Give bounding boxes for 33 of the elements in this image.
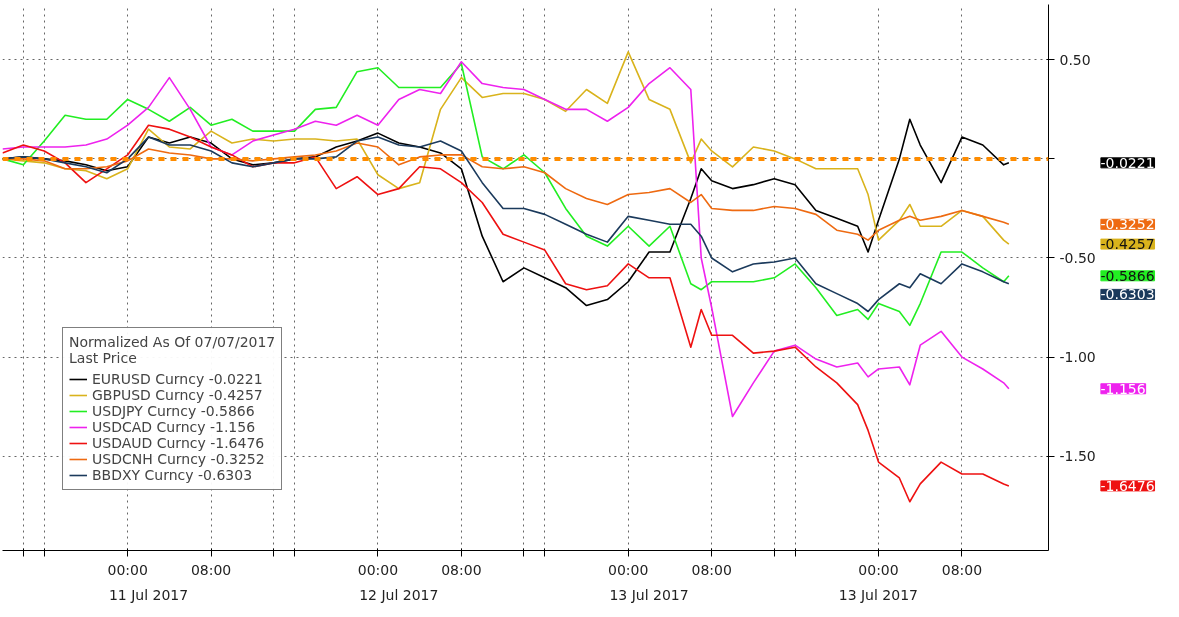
x2-tick-label: 12 Jul 2017 xyxy=(359,586,439,603)
y-tick-label: 0.50 xyxy=(1059,51,1091,68)
legend-label: USDJPY Curncy -0.5866 xyxy=(92,403,255,419)
x-tick-label: 08:00 xyxy=(441,561,482,578)
y-tick-label: -1.00 xyxy=(1059,349,1096,366)
text: -0.4257 xyxy=(1100,236,1155,253)
text: -1.6476 xyxy=(1100,477,1155,494)
legend-label: USDCAD Curncy -1.156 xyxy=(92,419,256,435)
x-tick-label: 08:00 xyxy=(691,561,732,578)
legend-label: GBPUSD Curncy -0.4257 xyxy=(92,387,263,403)
x-tick-label: 08:00 xyxy=(941,561,983,578)
x-tick-label: 08:00 xyxy=(190,561,232,578)
x-tick-label: 00:00 xyxy=(107,561,148,578)
text: -0.0221 xyxy=(1100,154,1155,171)
x-tick-label: 00:00 xyxy=(858,561,899,578)
legend-label: BBDXY Curncy -0.6303 xyxy=(92,467,253,483)
text: -0.5866 xyxy=(1100,267,1155,284)
x2-tick-label: 13 Jul 2017 xyxy=(609,586,689,603)
line-series xyxy=(2,124,1010,503)
y-tick-label: -1.50 xyxy=(1059,448,1096,465)
x-tick-label: 00:00 xyxy=(357,561,399,578)
line-series xyxy=(2,60,1010,418)
text: -1.156 xyxy=(1100,380,1146,397)
text: -0.3252 xyxy=(1100,216,1155,233)
x2-tick-label: 13 Jul 2017 xyxy=(838,586,918,603)
legend-label: EURUSD Curncy -0.0221 xyxy=(92,371,263,387)
y-tick-label: -0.50 xyxy=(1059,249,1096,266)
legend-label: USDCNH Curncy -0.3252 xyxy=(92,451,265,467)
x2-tick-label: 11 Jul 2017 xyxy=(108,586,189,603)
legend-title: Normalized As Of 07/07/2017 Last Price xyxy=(69,334,276,366)
text: -0.6303 xyxy=(1100,286,1155,303)
legend-label: USDAUD Curncy -1.6476 xyxy=(92,435,265,451)
x-tick-label: 00:00 xyxy=(608,561,649,578)
